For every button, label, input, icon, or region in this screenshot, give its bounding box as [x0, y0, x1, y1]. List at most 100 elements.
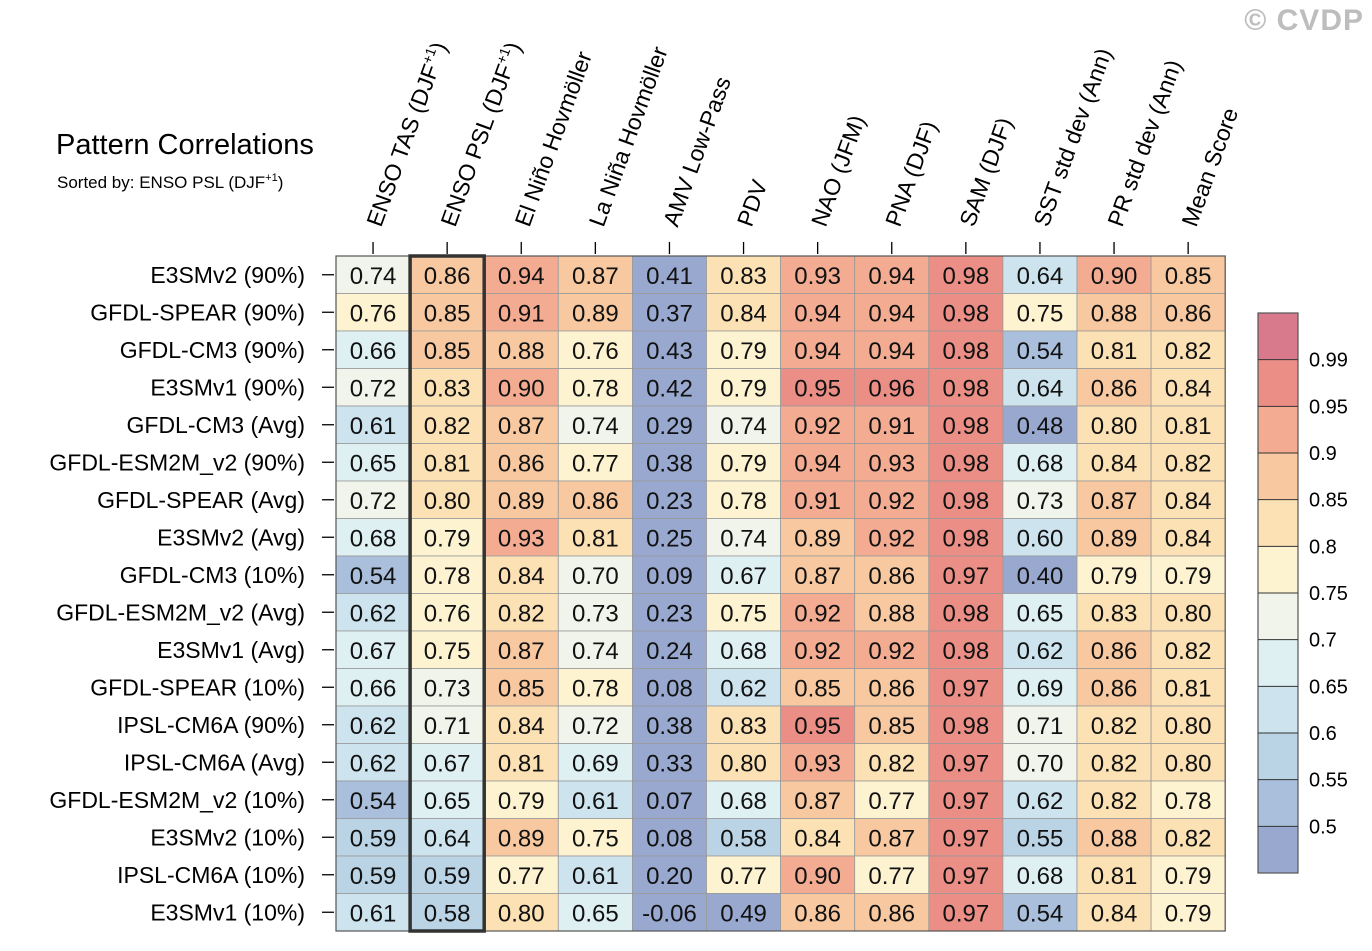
- heatmap-cell: [557, 518, 633, 557]
- cell-value: 0.79: [720, 450, 767, 477]
- heatmap-cell: [335, 555, 411, 594]
- cell-value: 0.96: [868, 375, 915, 402]
- heatmap-cell: [780, 630, 856, 669]
- heatmap-cell: [1150, 630, 1226, 669]
- heatmap-cell: [1002, 368, 1078, 407]
- heatmap-cell: [780, 818, 856, 857]
- cell-value: 0.72: [572, 713, 619, 740]
- cell-value: 0.78: [424, 563, 471, 590]
- heatmap-cell: [780, 330, 856, 369]
- cell-value: 0.87: [572, 263, 619, 290]
- heatmap-cell: [928, 893, 1004, 932]
- heatmap-cell: [780, 555, 856, 594]
- cell-value: 0.23: [646, 600, 693, 627]
- cell-value: 0.90: [794, 863, 841, 890]
- heatmap-cell: [928, 555, 1004, 594]
- heatmap-cell: [854, 405, 930, 444]
- column-label: SST std dev (Ann): [1028, 45, 1117, 230]
- cell-value: 0.78: [572, 675, 619, 702]
- cell-value: 0.98: [942, 375, 989, 402]
- heatmap-cell: [780, 593, 856, 632]
- heatmap-cell: [780, 743, 856, 782]
- cell-value: 0.75: [424, 638, 471, 665]
- cell-value: 0.62: [350, 750, 397, 777]
- heatmap-cell: [409, 705, 485, 744]
- heatmap-cell: [780, 705, 856, 744]
- colorbar-swatch: [1258, 593, 1298, 640]
- row-label: GFDL-ESM2M_v2 (10%): [49, 787, 305, 813]
- cell-value: 0.67: [720, 563, 767, 590]
- cell-value: 0.62: [720, 675, 767, 702]
- cell-value: 0.58: [424, 900, 471, 927]
- heatmap-cell: [1002, 518, 1078, 557]
- cell-value: 0.98: [942, 450, 989, 477]
- heatmap-cell: [1076, 405, 1152, 444]
- row-label: GFDL-CM3 (Avg): [127, 412, 306, 438]
- heatmap-cell: [706, 480, 781, 519]
- colorbar-label: 0.65: [1309, 676, 1348, 698]
- cvdp-watermark: © CVDP: [1244, 4, 1364, 37]
- heatmap-cell: [1076, 368, 1152, 407]
- heatmap-cell: [483, 855, 559, 894]
- heatmap-cell: [335, 443, 411, 482]
- cell-value: 0.88: [868, 600, 915, 627]
- heatmap-cell: [1002, 480, 1078, 519]
- heatmap-cell: [706, 668, 781, 707]
- cell-value: 0.60: [1017, 525, 1064, 552]
- cell-value: 0.61: [350, 900, 397, 927]
- heatmap-cell: [632, 855, 707, 894]
- cell-value: 0.75: [572, 825, 619, 852]
- heatmap-cell: [780, 293, 856, 332]
- colorbar-swatch: [1258, 639, 1298, 687]
- cell-value: 0.86: [1091, 375, 1138, 402]
- colorbar-swatch: [1258, 686, 1298, 733]
- cell-value: 0.89: [498, 488, 545, 515]
- heatmap-cell: [409, 893, 485, 932]
- cell-value: 0.33: [646, 750, 693, 777]
- heatmap-cell: [1150, 705, 1226, 744]
- column-label: La Niña Hovmöller: [584, 43, 673, 230]
- heatmap-cell: [1150, 480, 1226, 519]
- cell-value: 0.82: [1091, 713, 1138, 740]
- heatmap-cell: [854, 818, 930, 857]
- heatmap-cell: [780, 855, 856, 894]
- row-label: E3SMv1 (90%): [150, 374, 305, 400]
- cell-value: 0.64: [1017, 375, 1064, 402]
- heatmap-cell: [854, 293, 930, 332]
- colorbar-swatch: [1258, 826, 1298, 873]
- cell-value: 0.55: [1017, 825, 1064, 852]
- row-label: GFDL-ESM2M_v2 (Avg): [56, 599, 305, 625]
- cell-value: 0.86: [498, 450, 545, 477]
- cell-value: 0.48: [1017, 413, 1064, 440]
- heatmap-cell: [557, 780, 633, 819]
- cell-value: 0.82: [1165, 338, 1212, 365]
- heatmap-cell: [1076, 743, 1152, 782]
- cell-value: 0.85: [424, 338, 471, 365]
- cell-value: 0.83: [720, 713, 767, 740]
- heatmap-cell: [1002, 743, 1078, 782]
- cell-value: 0.86: [868, 900, 915, 927]
- cell-value: 0.88: [1091, 300, 1138, 327]
- colorbar-swatch: [1258, 313, 1298, 360]
- cell-value: 0.77: [572, 450, 619, 477]
- cell-value: 0.68: [350, 525, 397, 552]
- cell-value: 0.76: [350, 300, 397, 327]
- cell-value: 0.80: [1165, 600, 1212, 627]
- heatmap-cell: [780, 780, 856, 819]
- row-label: GFDL-SPEAR (90%): [90, 299, 305, 325]
- cell-value: 0.77: [498, 863, 545, 890]
- cell-value: 0.54: [1017, 900, 1064, 927]
- heatmap-cell: [854, 743, 930, 782]
- heatmap-cell: [1150, 368, 1226, 407]
- cell-value: 0.29: [646, 413, 693, 440]
- cell-value: 0.61: [350, 413, 397, 440]
- cell-value: 0.94: [794, 300, 841, 327]
- colorbar-label: 0.95: [1309, 396, 1348, 418]
- cell-value: 0.09: [646, 563, 693, 590]
- cell-value: 0.87: [794, 788, 841, 815]
- cell-value: 0.58: [720, 825, 767, 852]
- heatmap-cell: [483, 705, 559, 744]
- cell-value: 0.94: [868, 263, 915, 290]
- cell-value: 0.83: [424, 375, 471, 402]
- cell-value: 0.86: [1091, 675, 1138, 702]
